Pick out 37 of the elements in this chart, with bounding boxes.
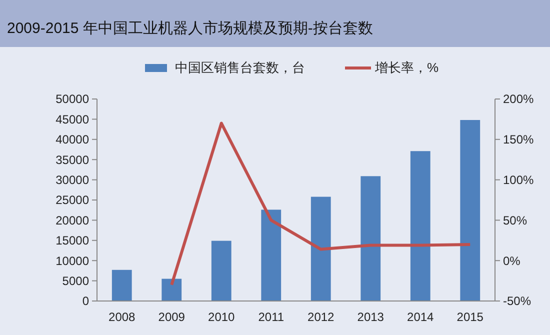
- x-tick-label: 2014: [407, 310, 434, 324]
- y-tick-label: 25000: [56, 193, 90, 208]
- y-tick-label: 10000: [56, 254, 90, 268]
- bar: [162, 278, 182, 301]
- bar: [460, 120, 480, 301]
- y-tick-label: 0: [82, 294, 90, 308]
- y-tick-label: 40000: [56, 132, 90, 147]
- y-tick-label: 20000: [56, 213, 90, 228]
- x-tick-label: 2015: [456, 310, 484, 324]
- bar: [310, 196, 331, 301]
- y2-tick-label: 150%: [503, 132, 534, 147]
- legend-label: 中国区销售台套数，台: [175, 60, 305, 75]
- x-tick-label: 2009: [158, 310, 186, 324]
- y-tick-label: 50000: [56, 92, 90, 106]
- bar: [112, 270, 132, 301]
- y2-tick-label: 200%: [503, 92, 534, 106]
- y-tick-label: 30000: [56, 173, 90, 187]
- bar: [360, 176, 381, 301]
- y-tick-label: 15000: [56, 234, 90, 248]
- y2-tick-label: 100%: [503, 173, 534, 187]
- y2-tick-label: 50%: [503, 213, 528, 228]
- x-tick-label: 2011: [258, 310, 284, 324]
- x-tick-label: 2013: [357, 310, 384, 324]
- x-tick-label: 2012: [308, 310, 335, 324]
- y2-tick-label: 0%: [503, 254, 521, 268]
- bar: [410, 151, 430, 301]
- x-tick-label: 2008: [108, 310, 136, 324]
- x-tick-label: 2010: [208, 310, 236, 324]
- bar: [211, 240, 232, 301]
- chart-title: 2009-2015 年中国工业机器人市场规模及预期-按台套数: [7, 20, 373, 37]
- y2-tick-label: -50%: [503, 294, 532, 308]
- legend-label: 增长率，%: [374, 60, 439, 75]
- y-tick-label: 35000: [56, 152, 90, 167]
- y-tick-label: 45000: [56, 112, 90, 126]
- bar: [261, 210, 282, 301]
- y-tick-label: 5000: [62, 274, 90, 288]
- line-series: [170, 122, 472, 286]
